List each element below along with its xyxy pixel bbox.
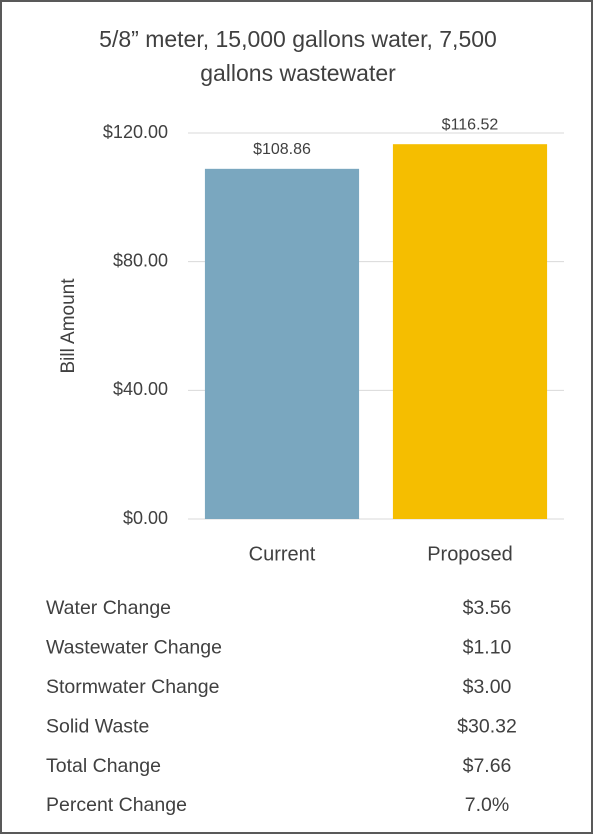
row-value: $30.32: [457, 715, 517, 737]
y-axis-label: Bill Amount: [58, 278, 79, 374]
data-label: $108.86: [253, 141, 311, 158]
row-label: Percent Change: [46, 794, 187, 816]
y-tick-label: $80.00: [113, 250, 168, 270]
data-label: $116.52: [442, 116, 499, 133]
y-tick-label: $120.00: [103, 122, 168, 142]
row-label: Total Change: [46, 755, 161, 777]
row-label: Solid Waste: [46, 715, 149, 737]
row-label: Wastewater Change: [46, 637, 222, 659]
bar: [392, 144, 548, 519]
row-label: Water Change: [46, 597, 171, 619]
row-value: $3.56: [463, 597, 512, 619]
y-tick-label: $40.00: [113, 379, 168, 399]
x-tick-label: Proposed: [427, 543, 513, 565]
row-value: $7.66: [463, 755, 512, 777]
bar: [204, 168, 360, 519]
row-label: Stormwater Change: [46, 676, 219, 698]
row-value: $3.00: [463, 676, 512, 698]
row-value: 7.0%: [465, 794, 509, 816]
chart-title: 5/8” meter, 15,000 gallons water, 7,500 …: [99, 26, 497, 86]
x-tick-label: Current: [249, 543, 316, 565]
y-tick-label: $0.00: [123, 508, 168, 528]
row-value: $1.10: [463, 637, 512, 659]
